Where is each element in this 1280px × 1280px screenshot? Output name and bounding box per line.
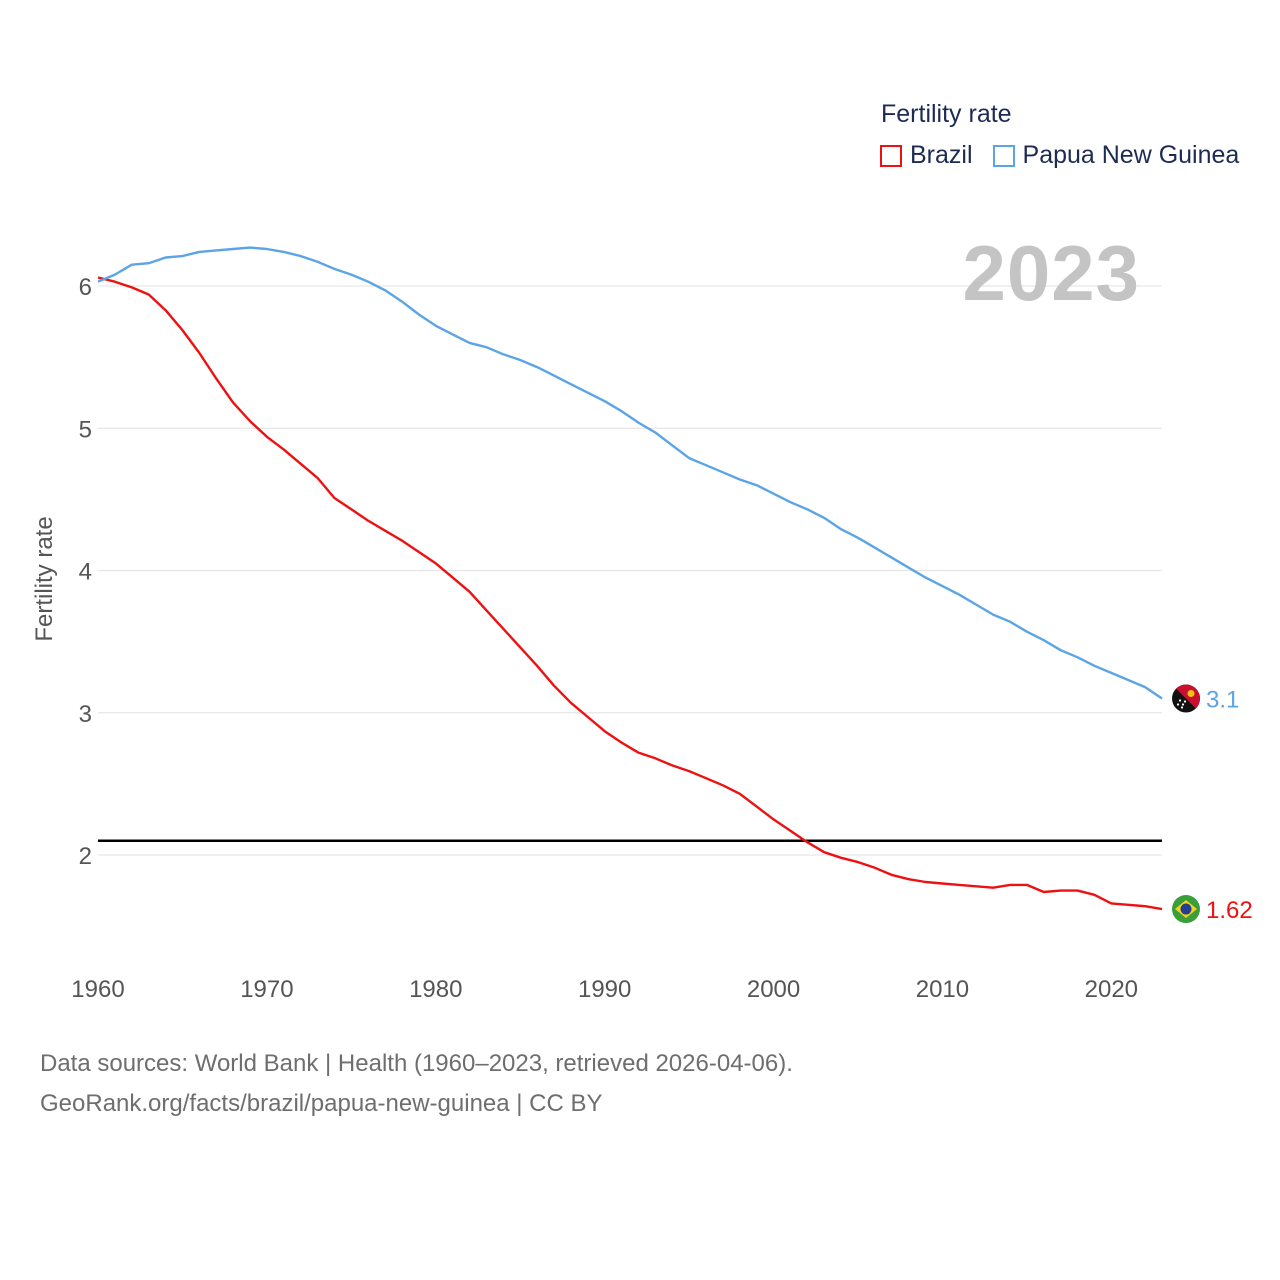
series-lines — [97, 246, 1163, 911]
y-tick-label: 5 — [79, 416, 92, 443]
flag-star — [1178, 699, 1182, 702]
flag-star — [1180, 706, 1184, 709]
y-tick-label: 4 — [79, 559, 92, 586]
legend: Brazil Papua New Guinea — [880, 141, 1259, 170]
legend-label-brazil: Brazil — [910, 141, 973, 169]
end-label-papua-new-guinea: 3.1 — [1206, 687, 1239, 714]
source-line: Data sources: World Bank | Health (1960–… — [40, 1050, 793, 1077]
legend-item-papua-new-guinea[interactable]: Papua New Guinea — [992, 141, 1240, 170]
flag-bird — [1187, 690, 1195, 698]
legend-swatch-brazil — [880, 144, 902, 167]
flag-star — [1183, 700, 1187, 703]
flag-star — [1181, 703, 1185, 706]
x-tick-label: 2010 — [916, 976, 969, 1003]
brazil-flag-icon — [1172, 895, 1200, 924]
legend-swatch-papua-new-guinea — [992, 144, 1015, 167]
papua-new-guinea-flag-icon — [1172, 684, 1200, 713]
end-markers: 1.62 3.1 — [1172, 684, 1253, 924]
x-tick-label: 1960 — [71, 976, 124, 1003]
x-tick-label: 1990 — [578, 976, 631, 1003]
x-axis-ticks: 1960 1970 1980 1990 2000 2010 2020 — [71, 976, 1138, 1003]
x-tick-label: 2000 — [747, 976, 800, 1003]
x-tick-label: 1980 — [409, 976, 462, 1003]
y-axis-label: Fertility rate — [31, 516, 58, 641]
y-tick-label: 3 — [79, 701, 92, 728]
y-tick-label: 2 — [79, 843, 92, 870]
series-line-brazil — [97, 276, 1163, 911]
gridlines — [98, 285, 1162, 856]
legend-item-brazil[interactable]: Brazil — [880, 141, 973, 170]
flag-red-half — [1176, 684, 1200, 709]
series-line-papua-new-guinea — [97, 246, 1163, 700]
end-label-brazil: 1.62 — [1206, 897, 1253, 924]
flag-star — [1176, 703, 1180, 706]
year-watermark: 2023 — [962, 229, 1140, 317]
x-tick-label: 1970 — [240, 976, 293, 1003]
source-notes: Data sources: World Bank | Health (1960–… — [40, 1044, 793, 1124]
flag-globe — [1180, 903, 1192, 915]
legend-title: Fertility rate — [881, 100, 1012, 128]
source-url[interactable]: GeoRank.org/facts/brazil/papua-new-guine… — [40, 1090, 603, 1117]
legend-label-papua-new-guinea: Papua New Guinea — [1022, 141, 1240, 169]
y-tick-label: 6 — [79, 274, 92, 301]
x-tick-label: 2020 — [1085, 976, 1138, 1003]
y-axis-ticks: 2 3 4 5 6 — [79, 274, 92, 870]
